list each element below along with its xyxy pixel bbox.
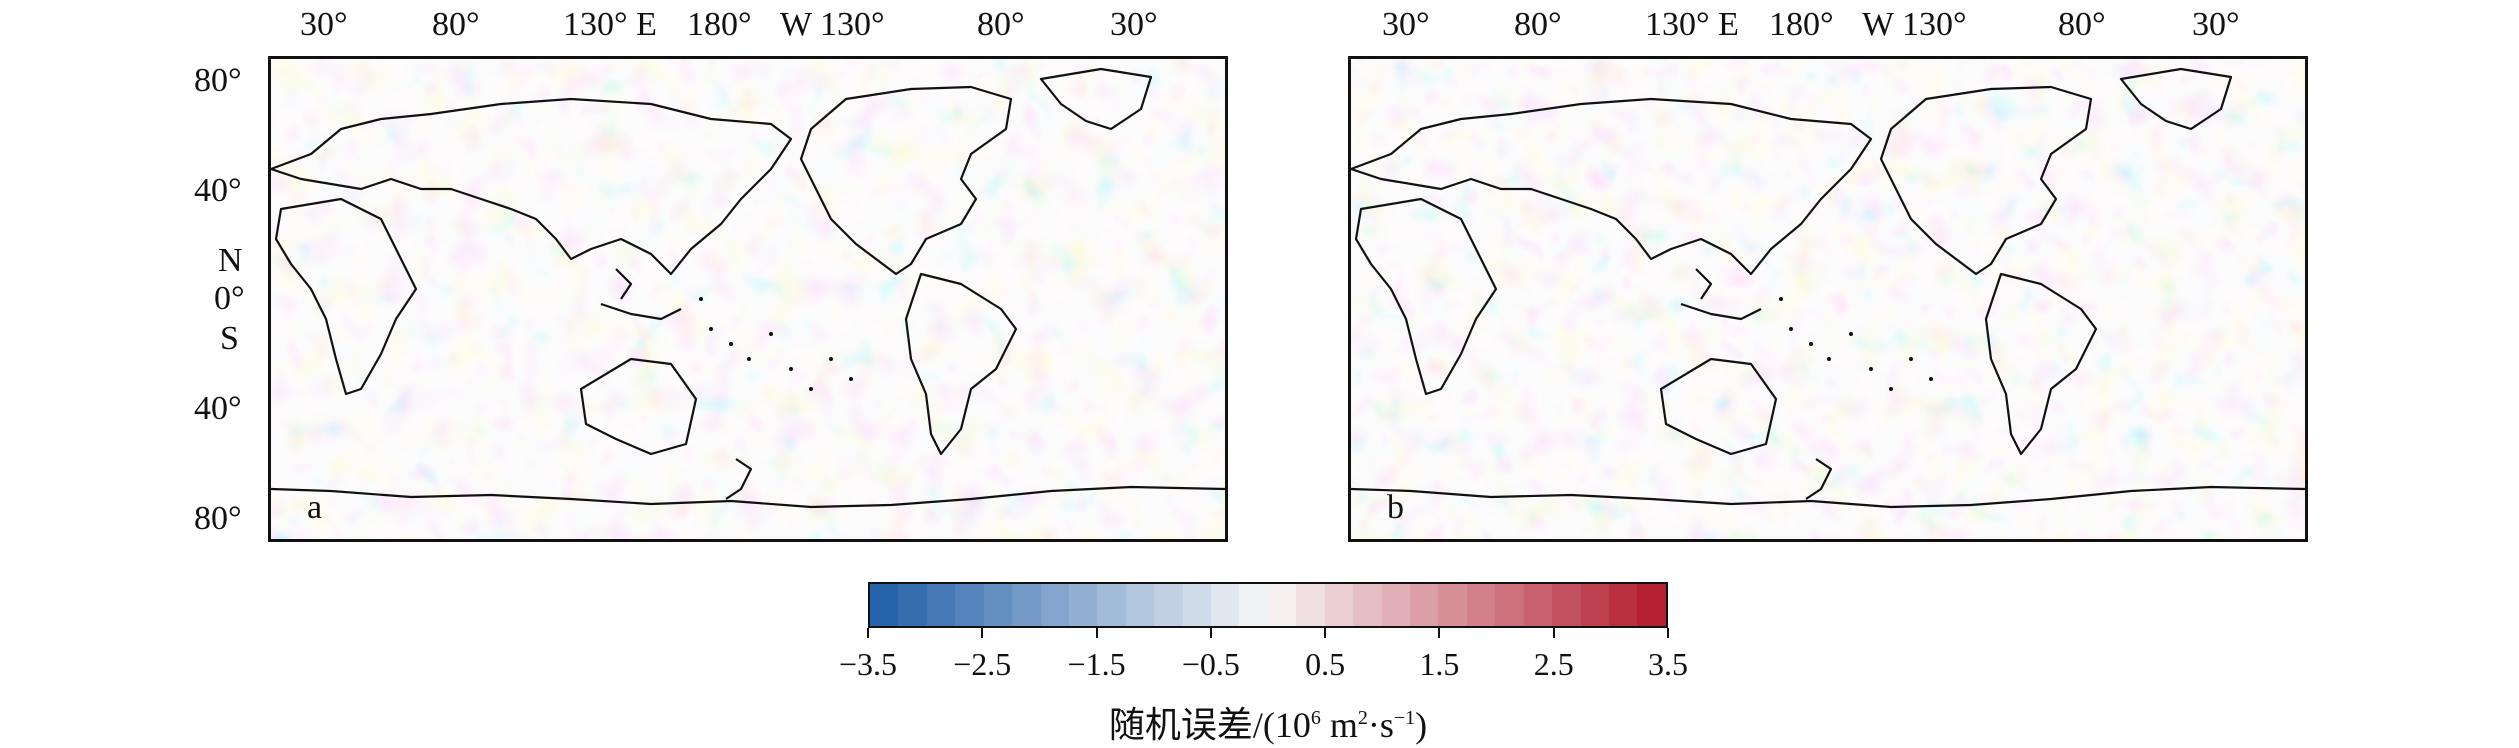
top-tick-a-130e: 130° E [563, 6, 657, 43]
lat-label-80s: 80° [194, 500, 242, 537]
colorbar-title-text: 随机误差/(10 [1108, 705, 1311, 745]
colorbar-tick-mark [867, 628, 869, 638]
top-tick-b-130e: 130° E [1645, 6, 1739, 43]
colorbar-tick-label: 1.5 [1419, 646, 1460, 682]
lat-label-0: 0° [214, 280, 245, 317]
colorbar-title-exp3: −1 [1393, 707, 1416, 729]
colorbar-tick-label: −3.5 [838, 646, 898, 682]
colorbar-segment [1040, 584, 1069, 626]
pacific-islands-b [1779, 297, 1933, 391]
colorbar-title-close: ) [1415, 705, 1428, 745]
pacific-islands-a [699, 297, 853, 391]
hemisphere-label-n: N [218, 242, 243, 279]
lat-label-40n: 40° [194, 172, 242, 209]
colorbar-segment [1381, 584, 1411, 626]
colorbar-tick-label: 2.5 [1533, 646, 1574, 682]
colorbar-tick-mark [1095, 628, 1098, 638]
lat-label-40s: 40° [194, 390, 242, 427]
colorbar-segment [1637, 584, 1666, 626]
colorbar-tick-mark [981, 628, 984, 638]
colorbar-segment [1267, 584, 1297, 626]
colorbar-tick-label: −2.5 [953, 646, 1012, 682]
colorbar-segment [1211, 584, 1240, 626]
colorbar-segment [1438, 584, 1467, 626]
map-b-field [1351, 59, 2305, 539]
colorbar-tick-label: 3.5 [1648, 646, 1688, 682]
colorbar-segment [1239, 584, 1268, 626]
top-tick-b-80e: 80° [1514, 6, 1562, 43]
colorbar-segment [1466, 584, 1496, 626]
colorbar-title-exp1: 6 [1310, 707, 1321, 729]
top-tick-a-30w: 30° [1110, 6, 1158, 43]
top-tick-a-180: 180° [687, 6, 752, 43]
panel-label-a: a [307, 489, 323, 526]
colorbar-title-exp2: 2 [1357, 707, 1368, 729]
colorbar-segment [1580, 584, 1609, 626]
colorbar-title-unit-m: m [1320, 705, 1358, 745]
coastlines-a [271, 67, 1225, 509]
colorbar-tick-mark [1552, 628, 1555, 638]
colorbar-segment [1097, 584, 1126, 626]
colorbar-tick-label: −0.5 [1181, 646, 1240, 682]
colorbar-segment [1182, 584, 1212, 626]
random-error-map-b: b [1348, 56, 2308, 542]
colorbar-segment [1068, 584, 1098, 626]
colorbar-segment [1410, 584, 1439, 626]
colorbar-segment [1608, 584, 1638, 626]
lat-label-80n: 80° [194, 62, 242, 99]
colorbar-segment [1353, 584, 1382, 626]
colorbar-segment [955, 584, 984, 626]
colorbar-segment [1523, 584, 1553, 626]
colorbar-segment [1495, 584, 1524, 626]
map-a-field [271, 59, 1225, 539]
top-tick-a-80e: 80° [432, 6, 480, 43]
colorbar-segment [926, 584, 956, 626]
top-tick-b-30w: 30° [2192, 6, 2240, 43]
colorbar-segment [870, 584, 899, 626]
top-tick-a-80w: 80° [977, 6, 1025, 43]
colorbar-segment [1324, 584, 1354, 626]
colorbar-segment [1154, 584, 1183, 626]
colorbar-tick-mark [1667, 628, 1669, 638]
colorbar-tick-mark [1438, 628, 1441, 638]
colorbar-segment [1552, 584, 1581, 626]
top-tick-b-30e: 30° [1382, 6, 1430, 43]
colorbar-title-unit-s: ·s [1367, 705, 1394, 745]
top-tick-b-180: 180° [1769, 6, 1834, 43]
colorbar-segment [898, 584, 927, 626]
top-tick-a-130w: W 130° [780, 6, 885, 43]
coastlines-b [1351, 67, 2305, 509]
colorbar-tick-label: 0.5 [1305, 646, 1346, 682]
top-tick-a-30e: 30° [300, 6, 348, 43]
colorbar-tick-mark [1209, 628, 1212, 638]
colorbar-tick-label: −1.5 [1067, 646, 1126, 682]
random-error-map-a: a [268, 56, 1228, 542]
hemisphere-label-s: S [220, 320, 239, 357]
colorbar-segment [1125, 584, 1155, 626]
colorbar-segment [983, 584, 1013, 626]
colorbar-segment [1296, 584, 1325, 626]
colorbar-tick-mark [1324, 628, 1327, 638]
top-tick-b-130w: W 130° [1862, 6, 1967, 43]
colorbar-segment [1012, 584, 1041, 626]
top-tick-b-80w: 80° [2058, 6, 2106, 43]
colorbar-title: 随机误差/(106 m2·s−1) [1109, 696, 1427, 748]
colorbar [868, 582, 1668, 628]
panel-label-b: b [1387, 489, 1404, 526]
